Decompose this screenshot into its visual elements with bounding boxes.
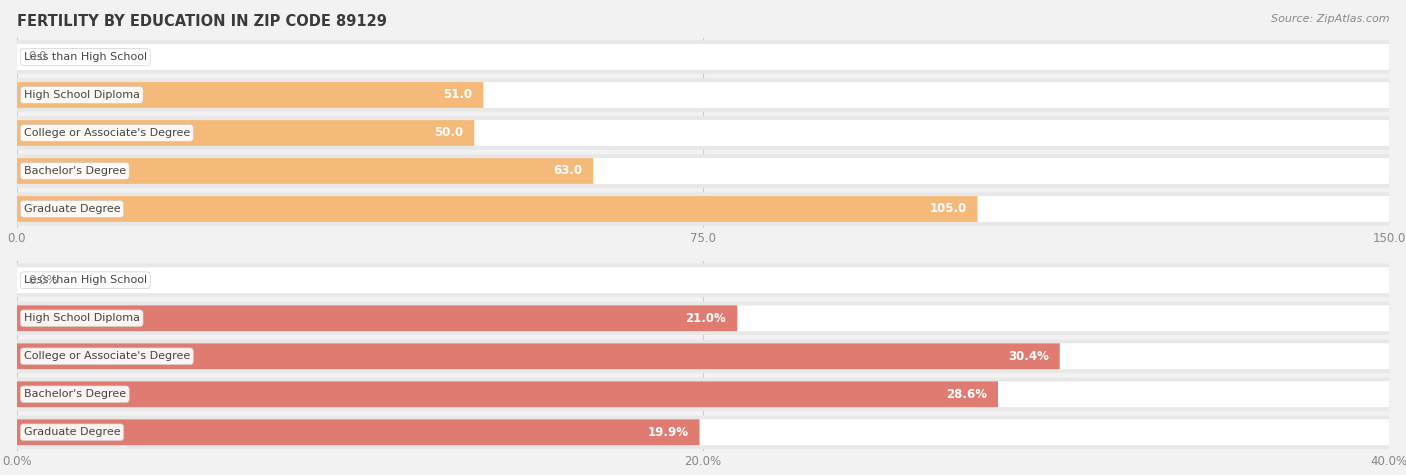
Text: Bachelor's Degree: Bachelor's Degree bbox=[24, 389, 127, 399]
FancyBboxPatch shape bbox=[17, 340, 1389, 373]
Text: Graduate Degree: Graduate Degree bbox=[24, 204, 121, 214]
FancyBboxPatch shape bbox=[17, 419, 700, 445]
FancyBboxPatch shape bbox=[17, 302, 1389, 335]
FancyBboxPatch shape bbox=[17, 378, 1389, 411]
FancyBboxPatch shape bbox=[17, 158, 593, 184]
Text: 21.0%: 21.0% bbox=[686, 312, 727, 325]
Text: 19.9%: 19.9% bbox=[648, 426, 689, 439]
FancyBboxPatch shape bbox=[17, 40, 1389, 74]
FancyBboxPatch shape bbox=[17, 78, 1389, 112]
Text: High School Diploma: High School Diploma bbox=[24, 90, 139, 100]
FancyBboxPatch shape bbox=[17, 264, 1389, 297]
FancyBboxPatch shape bbox=[17, 120, 1389, 146]
Text: 63.0: 63.0 bbox=[553, 164, 582, 178]
FancyBboxPatch shape bbox=[17, 416, 1389, 449]
Text: 50.0: 50.0 bbox=[434, 126, 464, 140]
FancyBboxPatch shape bbox=[17, 419, 1389, 445]
Text: Bachelor's Degree: Bachelor's Degree bbox=[24, 166, 127, 176]
FancyBboxPatch shape bbox=[17, 343, 1389, 369]
Text: Less than High School: Less than High School bbox=[24, 275, 146, 285]
Text: FERTILITY BY EDUCATION IN ZIP CODE 89129: FERTILITY BY EDUCATION IN ZIP CODE 89129 bbox=[17, 14, 387, 29]
Text: 30.4%: 30.4% bbox=[1008, 350, 1049, 363]
FancyBboxPatch shape bbox=[17, 158, 1389, 184]
FancyBboxPatch shape bbox=[17, 44, 1389, 70]
Text: Less than High School: Less than High School bbox=[24, 52, 146, 62]
FancyBboxPatch shape bbox=[17, 381, 998, 407]
Text: 0.0: 0.0 bbox=[28, 50, 46, 64]
FancyBboxPatch shape bbox=[17, 196, 977, 222]
FancyBboxPatch shape bbox=[17, 196, 1389, 222]
Text: High School Diploma: High School Diploma bbox=[24, 313, 139, 323]
Text: 28.6%: 28.6% bbox=[946, 388, 987, 401]
Text: Source: ZipAtlas.com: Source: ZipAtlas.com bbox=[1271, 14, 1389, 24]
FancyBboxPatch shape bbox=[17, 305, 737, 331]
FancyBboxPatch shape bbox=[17, 267, 1389, 293]
Text: 0.0%: 0.0% bbox=[28, 274, 58, 287]
FancyBboxPatch shape bbox=[17, 82, 484, 108]
Text: College or Associate's Degree: College or Associate's Degree bbox=[24, 128, 190, 138]
FancyBboxPatch shape bbox=[17, 82, 1389, 108]
FancyBboxPatch shape bbox=[17, 192, 1389, 226]
FancyBboxPatch shape bbox=[17, 381, 1389, 407]
Text: 51.0: 51.0 bbox=[443, 88, 472, 102]
FancyBboxPatch shape bbox=[17, 305, 1389, 331]
FancyBboxPatch shape bbox=[17, 116, 1389, 150]
Text: Graduate Degree: Graduate Degree bbox=[24, 427, 121, 437]
FancyBboxPatch shape bbox=[17, 343, 1060, 369]
Text: College or Associate's Degree: College or Associate's Degree bbox=[24, 351, 190, 361]
FancyBboxPatch shape bbox=[17, 154, 1389, 188]
Text: 105.0: 105.0 bbox=[929, 202, 966, 216]
FancyBboxPatch shape bbox=[17, 120, 474, 146]
